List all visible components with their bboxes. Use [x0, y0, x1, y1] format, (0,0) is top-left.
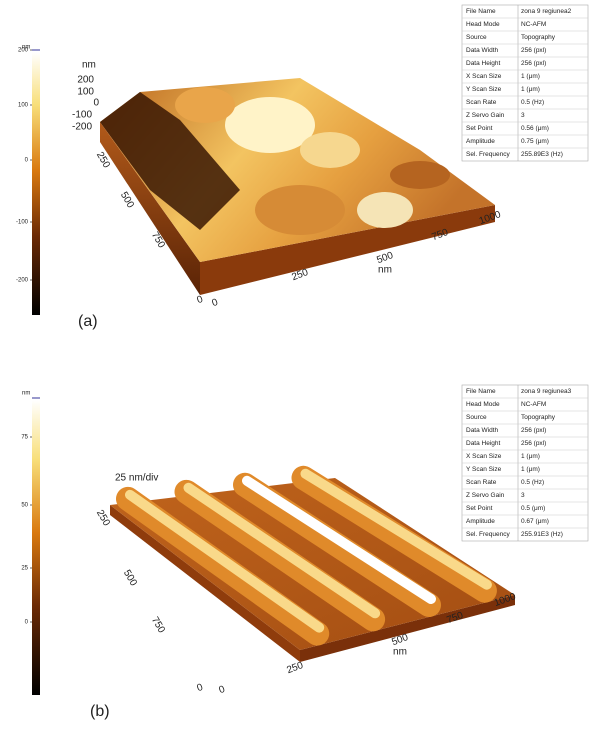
info-key: Sel. Frequency — [466, 151, 510, 158]
info-key: Amplitude — [466, 518, 495, 525]
colorbar-a — [32, 50, 40, 315]
info-value: 1 (μm) — [521, 466, 540, 473]
page: {"panels": [ {"label": "(a)", "colorbar"… — [0, 0, 591, 728]
info-key: Z Servo Gain — [466, 112, 505, 119]
info-key: Data Height — [466, 60, 501, 67]
info-key: Data Width — [466, 427, 499, 434]
info-value: 256 (pxl) — [521, 427, 546, 434]
info-key: Set Point — [466, 505, 493, 512]
info-value: NC-AFM — [521, 401, 546, 408]
info-key: Data Width — [466, 47, 499, 54]
colorbar-tick-label: 50 — [21, 503, 28, 509]
colorbar-tick-label: -200 — [16, 278, 29, 284]
z-axis-unit: nm — [82, 60, 96, 71]
info-key: Source — [466, 34, 487, 41]
y-tick-label: 500 — [121, 568, 139, 588]
info-value: 0.5 (μm) — [521, 505, 545, 512]
z-tick-label: 100 — [77, 87, 94, 98]
y-tick-label: 750 — [149, 615, 167, 635]
z-tick-label: 0 — [93, 98, 99, 109]
info-key: Data Height — [466, 440, 501, 447]
info-value: 1 (μm) — [521, 86, 540, 93]
info-value: 0.5 (Hz) — [521, 99, 544, 106]
colorbar-tick-label: 0 — [25, 620, 29, 626]
info-key: Scan Rate — [466, 99, 497, 106]
x-tick-label: 0 — [211, 297, 220, 309]
info-key: Set Point — [466, 125, 493, 132]
colorbar-tick-label: 0 — [25, 158, 29, 164]
info-value: 256 (pxl) — [521, 47, 546, 54]
info-key: Source — [466, 414, 487, 421]
info-value: 0.56 (μm) — [521, 125, 549, 132]
x-tick-label: 0 — [218, 684, 227, 696]
info-value: Topography — [521, 414, 556, 421]
info-value: 0.5 (Hz) — [521, 479, 544, 486]
info-key: Head Mode — [466, 401, 500, 408]
x-axis-unit: nm — [393, 647, 407, 658]
info-key: X Scan Size — [466, 73, 502, 80]
surface-b — [110, 474, 515, 662]
colorbar-tick-label: 200 — [18, 48, 29, 54]
y-tick-label: 0 — [196, 294, 205, 306]
z-tick-label: -200 — [72, 122, 92, 133]
z-tick-label: -100 — [72, 110, 92, 121]
info-key: Amplitude — [466, 138, 495, 145]
y-tick-label: 0 — [196, 682, 205, 694]
info-key: Z Servo Gain — [466, 492, 505, 499]
info-key: File Name — [466, 388, 496, 395]
info-value: 1 (μm) — [521, 73, 540, 80]
info-value: 256 (pxl) — [521, 60, 546, 67]
info-key: Y Scan Size — [466, 86, 502, 93]
colorbar-unit: nm — [22, 391, 30, 397]
surface-a — [100, 78, 495, 295]
info-value: 0.67 (μm) — [521, 518, 549, 525]
panel-label: (a) — [78, 313, 98, 330]
panel-label: (b) — [90, 703, 110, 720]
info-value: Topography — [521, 34, 556, 41]
info-value: 0.75 (μm) — [521, 138, 549, 145]
info-key: File Name — [466, 8, 496, 15]
y-tick-label: 500 — [118, 190, 136, 210]
colorbar-b — [32, 398, 40, 695]
info-value: 3 — [521, 492, 525, 499]
figure: (a)nm2001000-100-200nm2001000-100-200025… — [0, 0, 591, 728]
x-tick-label: 250 — [285, 660, 305, 676]
y-tick-label: 250 — [94, 508, 112, 528]
info-value: zona 9 regiunea2 — [521, 8, 572, 15]
info-key: Sel. Frequency — [466, 531, 510, 538]
x-axis-unit: nm — [378, 265, 392, 276]
colorbar-tick-label: 100 — [18, 103, 29, 109]
colorbar-tick-label: 75 — [21, 435, 28, 441]
colorbar-tick-label: 25 — [21, 566, 28, 572]
info-value: 1 (μm) — [521, 453, 540, 460]
info-value: NC-AFM — [521, 21, 546, 28]
info-value: 255.91E3 (Hz) — [521, 531, 563, 538]
z-tick-label: 200 — [77, 75, 94, 86]
info-value: zona 9 regiunea3 — [521, 388, 572, 395]
info-key: Head Mode — [466, 21, 500, 28]
info-key: X Scan Size — [466, 453, 502, 460]
info-value: 255.89E3 (Hz) — [521, 151, 563, 158]
colorbar-tick-label: -100 — [16, 220, 29, 226]
info-key: Y Scan Size — [466, 466, 502, 473]
info-key: Scan Rate — [466, 479, 497, 486]
info-value: 256 (pxl) — [521, 440, 546, 447]
z-axis-unit: 25 nm/div — [115, 473, 158, 484]
info-value: 3 — [521, 112, 525, 119]
